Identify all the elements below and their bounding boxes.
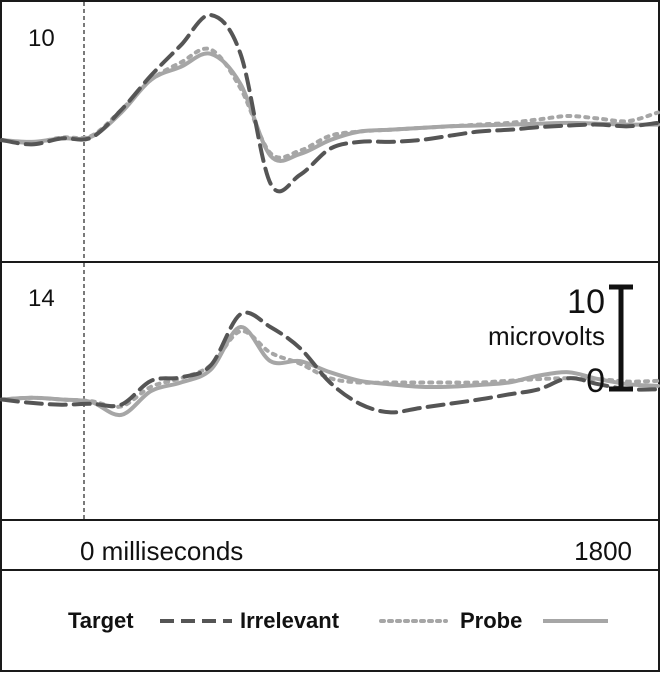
trace-panel-14-target (0, 310, 660, 415)
traces-panel-14 (0, 310, 660, 417)
x-axis-frame (0, 519, 660, 571)
legend: Target Irrelevant Probe (68, 608, 608, 633)
trace-panel-14-probe (0, 325, 660, 417)
x-tick-label-0: 0 milliseconds (80, 536, 243, 566)
scale-bar-bottom-label: 0 (586, 362, 605, 400)
scale-bar-unit: microvolts (488, 321, 605, 351)
panel-frame-14 (0, 261, 660, 521)
x-tick-label-1800: 1800 (574, 536, 632, 566)
legend-label-target: Target (68, 608, 134, 633)
legend-label-probe: Probe (460, 608, 522, 633)
legend-label-irrelevant: Irrelevant (240, 608, 340, 633)
traces-panel-10 (0, 13, 660, 194)
panel-frame-10 (0, 0, 660, 263)
trace-panel-10-target (0, 13, 660, 194)
panel-label-14: 14 (28, 285, 55, 312)
panel-label-10: 10 (28, 25, 55, 52)
scale-bar-top-label: 10 (567, 283, 605, 321)
scale-bar: 10 microvolts 0 (488, 283, 633, 400)
